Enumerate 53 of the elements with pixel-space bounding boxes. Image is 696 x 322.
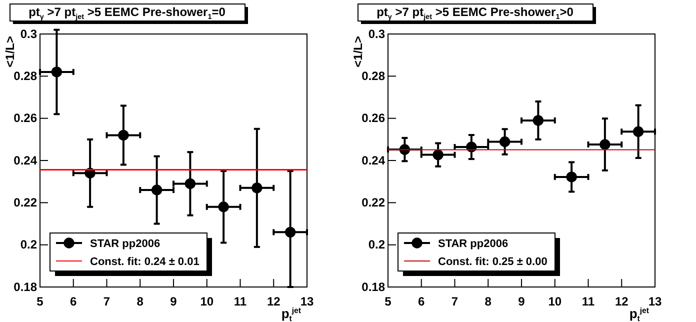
y-tick-label: 0.28 xyxy=(14,69,38,84)
point xyxy=(252,182,262,194)
point xyxy=(218,202,229,212)
chart-title: pt$_{γ}$ >7 pt$_{jet}$ >5 EEMC Pre-shower$_{1}$>0 xyxy=(376,5,574,21)
y-tick-label: 0.28 xyxy=(362,69,386,84)
x-tick-label: 12 xyxy=(266,294,281,309)
y-axis-title: <1/L> xyxy=(351,36,365,68)
y-tick-label: 0.2 xyxy=(20,238,38,252)
legend-label: STAR pp2006 xyxy=(90,238,160,250)
x-tick-label: 11 xyxy=(582,294,595,309)
y-axis-title: <1/L> xyxy=(3,36,17,68)
x-tick-label: 12 xyxy=(614,294,629,309)
point xyxy=(184,178,196,190)
point xyxy=(284,226,296,238)
y-tick-label: 0.26 xyxy=(362,111,386,126)
y-tick-label: 0.24 xyxy=(362,153,386,168)
x-tick-label: 8 xyxy=(136,294,144,309)
point xyxy=(118,130,129,141)
y-tick-label: 0.3 xyxy=(20,26,38,41)
point xyxy=(51,66,62,78)
x-tick-label: 7 xyxy=(103,294,110,309)
point xyxy=(151,184,162,196)
point xyxy=(532,115,544,126)
point xyxy=(566,172,577,182)
legend-label: Const. fit: 0.24 ± 0.01 xyxy=(90,256,200,268)
x-tick-label: 13 xyxy=(300,294,314,309)
point xyxy=(499,136,510,148)
x-tick-label: 13 xyxy=(648,294,662,309)
x-tick-label: 9 xyxy=(170,294,178,309)
x-tick-label: 6 xyxy=(70,294,78,309)
x-tick-label: 9 xyxy=(518,294,526,309)
y-tick-label: 0.18 xyxy=(362,280,386,294)
x-tick-label: 8 xyxy=(484,294,492,309)
legend-label: STAR pp2006 xyxy=(438,238,508,250)
y-tick-label: 0.3 xyxy=(368,26,386,41)
x-tick-label: 10 xyxy=(548,294,562,309)
point xyxy=(600,139,610,150)
x-tick-label: 6 xyxy=(418,294,426,309)
y-tick-label: 0.22 xyxy=(14,196,38,210)
point xyxy=(432,149,444,160)
chart-title: pt$_{γ}$ >7 pt$_{jet}$ >5 EEMC Pre-shower$_{1}$=0 xyxy=(28,5,226,21)
y-tick-label: 0.26 xyxy=(14,111,38,126)
y-tick-label: 0.18 xyxy=(14,280,38,294)
x-tick-label: 5 xyxy=(384,294,392,309)
point xyxy=(632,126,644,137)
legend-label: Const. fit: 0.25 ± 0.00 xyxy=(438,256,548,268)
x-tick-label: 7 xyxy=(451,294,458,309)
x-tick-label: 11 xyxy=(234,294,247,309)
y-tick-label: 0.24 xyxy=(14,153,38,168)
x-tick-label: 10 xyxy=(200,294,214,309)
y-tick-label: 0.22 xyxy=(362,196,386,210)
x-tick-label: 5 xyxy=(36,294,44,309)
y-tick-label: 0.2 xyxy=(368,238,386,252)
